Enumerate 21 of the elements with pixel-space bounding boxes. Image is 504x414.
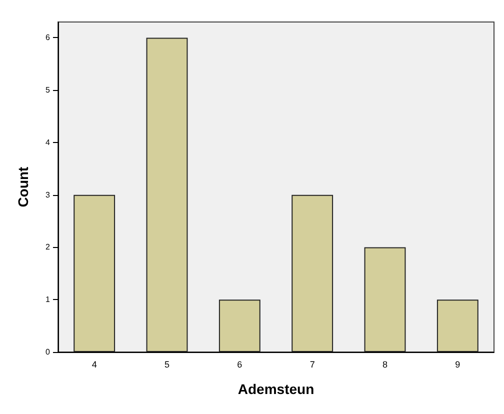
bar [146,38,188,352]
y-tick-label: 2 [46,242,51,252]
x-tick-label: 8 [382,360,388,370]
bar [292,194,334,352]
bar [218,300,260,352]
y-tick-label: 3 [46,190,51,200]
x-axis-title: Ademsteun [238,381,314,397]
y-tick-label: 0 [46,348,51,356]
x-tick-label: 4 [92,360,97,370]
bar [74,194,116,352]
y-tick-label: 6 [46,33,51,42]
y-tick-label: 4 [46,138,51,147]
x-tick-label: 5 [164,360,170,370]
x-tick-label: 9 [455,360,460,370]
y-tick-label: 5 [46,86,51,95]
y-tick-label: 1 [46,295,51,304]
x-tick-label: 7 [310,360,315,370]
bar [364,247,406,352]
y-axis-title: Count [15,166,31,208]
x-tick-label: 6 [237,360,242,370]
bar [436,300,478,352]
